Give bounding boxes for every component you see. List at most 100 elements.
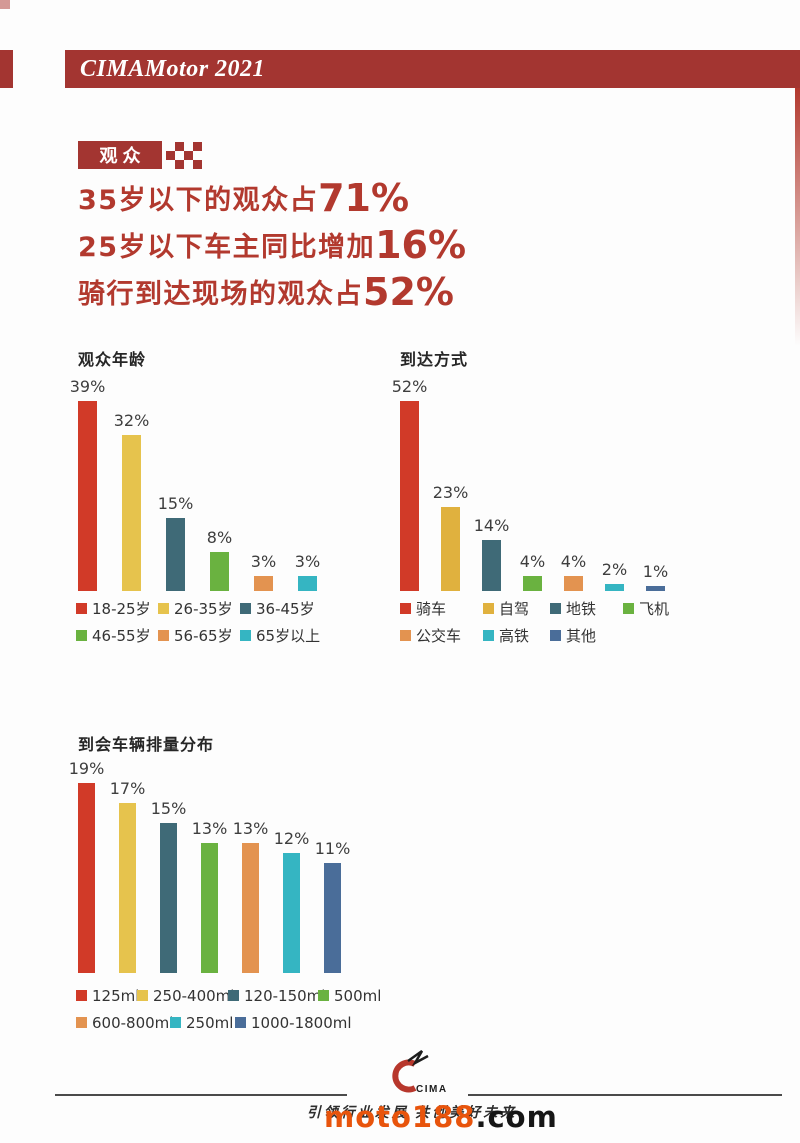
legend-label: 125ml xyxy=(92,986,140,1005)
legend-label: 36-45岁 xyxy=(256,600,315,618)
legend-item: 1000-1800ml xyxy=(235,1009,375,1036)
watermark-suffix: .com xyxy=(475,1100,558,1134)
legend-swatch xyxy=(228,990,239,1001)
bar-column: 23% xyxy=(433,483,468,591)
bar-column: 15% xyxy=(151,799,186,973)
bar-column: 52% xyxy=(392,377,427,591)
bar xyxy=(283,853,300,973)
legend-item: 飞机 xyxy=(623,595,703,622)
bar-value-label: 4% xyxy=(560,552,587,571)
bar-value-label: 13% xyxy=(191,819,228,838)
legend-swatch xyxy=(400,603,411,614)
bar-value-label: 17% xyxy=(109,779,146,798)
bar-column: 15% xyxy=(158,494,193,591)
legend-swatch xyxy=(318,990,329,1001)
bar-value-label: 3% xyxy=(294,552,321,571)
bar-value-label: 39% xyxy=(69,377,106,396)
legend-label: 骑车 xyxy=(416,600,447,618)
bar-column: 19% xyxy=(69,759,104,973)
bar-column: 3% xyxy=(295,552,320,591)
legend-swatch xyxy=(623,603,634,614)
bar-value-label: 23% xyxy=(432,483,469,502)
bar xyxy=(298,576,317,591)
bar xyxy=(242,843,259,973)
legend-label: 地铁 xyxy=(566,600,597,618)
logo-swoosh xyxy=(392,1059,417,1093)
bar-column: 8% xyxy=(207,528,232,591)
legend-swatch xyxy=(240,630,251,641)
bar-value-label: 15% xyxy=(157,494,194,513)
bar-column: 13% xyxy=(233,819,268,973)
legend-swatch xyxy=(137,990,148,1001)
legend-swatch xyxy=(76,990,87,1001)
legend-item: 其他 xyxy=(550,622,700,649)
bar-column: 14% xyxy=(474,516,509,591)
bar xyxy=(119,803,136,973)
bar-column: 3% xyxy=(251,552,276,591)
checkered-flag-icon xyxy=(166,142,202,169)
bar xyxy=(122,435,141,591)
legend-item: 250ml xyxy=(170,1009,235,1036)
logo-rider-icon xyxy=(407,1049,429,1067)
bar xyxy=(254,576,273,591)
legend-swatch xyxy=(76,1017,87,1028)
bar xyxy=(160,823,177,973)
legend-swatch xyxy=(483,603,494,614)
legend-label: 500ml xyxy=(334,986,382,1005)
legend-item: 地铁 xyxy=(550,595,623,622)
legend-label: 120-150ml xyxy=(244,986,326,1005)
chart-title: 到达方式 xyxy=(400,350,469,369)
headline-number: 16% xyxy=(375,223,467,267)
bar-value-label: 52% xyxy=(391,377,428,396)
legend-swatch xyxy=(550,630,561,641)
legend-label: 高铁 xyxy=(499,627,530,645)
legend-item: 公交车 xyxy=(400,622,483,649)
legend-swatch xyxy=(76,603,87,614)
header-bar: CIMAMotor 2021 xyxy=(65,50,800,88)
bar-value-label: 15% xyxy=(150,799,187,818)
bar-value-label: 13% xyxy=(232,819,269,838)
legend-item: 65岁以上 xyxy=(240,622,350,649)
legend-label: 自驾 xyxy=(499,600,530,618)
legend-swatch xyxy=(158,603,169,614)
legend-label: 18-25岁 xyxy=(92,600,151,618)
legend-label: 250ml xyxy=(186,1013,234,1032)
legend-swatch xyxy=(235,1017,246,1028)
chart-legend: 骑车 自驾 地铁 飞机公交车 高铁 其他 xyxy=(400,595,712,649)
legend-label: 飞机 xyxy=(639,600,670,618)
bar-column: 4% xyxy=(520,552,545,591)
bar-value-label: 32% xyxy=(113,411,150,430)
legend-label: 250-400ml xyxy=(153,986,235,1005)
chart-bars: 19% 17% 15% 13% 13% 12% 11% xyxy=(69,759,350,973)
legend-label: 46-55岁 xyxy=(92,627,151,645)
legend-item: 36-45岁 xyxy=(240,595,350,622)
bar-column: 32% xyxy=(114,411,149,591)
bar xyxy=(523,576,542,591)
legend-swatch xyxy=(158,630,169,641)
bar-column: 2% xyxy=(602,560,627,591)
bar-value-label: 1% xyxy=(642,562,669,581)
chart-bars: 39% 32% 15% 8% 3% 3% xyxy=(70,377,320,591)
bar xyxy=(564,576,583,591)
legend-label: 65岁以上 xyxy=(256,627,321,645)
bar-column: 4% xyxy=(561,552,586,591)
legend-item: 18-25岁 xyxy=(76,595,158,622)
bar xyxy=(324,863,341,973)
bar-value-label: 14% xyxy=(473,516,510,535)
legend-swatch xyxy=(170,1017,181,1028)
bar xyxy=(78,401,97,591)
bar-value-label: 3% xyxy=(250,552,277,571)
bar xyxy=(605,584,624,591)
watermark-brand: moto188 xyxy=(324,1100,476,1134)
header-bar-stub xyxy=(0,50,13,88)
bar xyxy=(210,552,229,591)
legend-item: 250-400ml xyxy=(137,982,234,1009)
legend-label: 其他 xyxy=(566,627,597,645)
bar xyxy=(400,401,419,591)
footer-rule-right xyxy=(468,1094,782,1096)
bar-value-label: 4% xyxy=(519,552,546,571)
legend-label: 600-800ml xyxy=(92,1013,174,1032)
legend-item: 56-65岁 xyxy=(158,622,240,649)
legend-swatch xyxy=(483,630,494,641)
